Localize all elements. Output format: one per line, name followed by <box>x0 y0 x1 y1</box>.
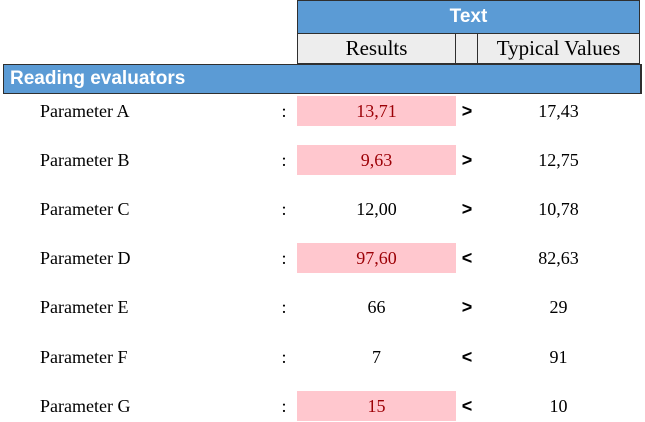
parameter-label: Parameter F <box>40 346 128 367</box>
result-cell[interactable]: 15 <box>297 391 456 421</box>
colon-separator: : <box>281 247 287 268</box>
result-cell[interactable]: 9,63 <box>297 145 456 175</box>
parameter-label: Parameter E <box>40 296 129 317</box>
typical-value-cell: 10,78 <box>538 198 579 219</box>
column-header-typical-values: Typical Values <box>477 33 640 64</box>
typical-value-cell: 29 <box>549 296 568 317</box>
parameter-label: Parameter G <box>40 395 131 416</box>
colon-separator: : <box>281 198 287 219</box>
colon-separator: : <box>281 296 287 317</box>
typical-value-cell: 17,43 <box>538 100 579 121</box>
colon-separator: : <box>281 149 287 170</box>
column-header-results: Results <box>297 33 456 64</box>
result-cell[interactable]: 66 <box>367 296 386 317</box>
parameter-label: Parameter B <box>40 149 130 170</box>
typical-value-cell: 91 <box>549 346 568 367</box>
comparison-operator: < <box>461 395 473 416</box>
result-cell[interactable]: 13,71 <box>297 96 456 126</box>
comparison-operator: < <box>461 346 473 367</box>
colon-separator: : <box>281 395 287 416</box>
section-title: Reading evaluators <box>3 64 642 94</box>
parameter-label: Parameter A <box>40 100 130 121</box>
comparison-operator: > <box>461 100 473 121</box>
column-header-spacer <box>455 33 478 64</box>
header-title: Text <box>297 0 640 34</box>
comparison-operator: > <box>461 198 473 219</box>
parameter-label: Parameter D <box>40 247 131 268</box>
typical-value-cell: 12,75 <box>538 149 579 170</box>
result-cell[interactable]: 12,00 <box>356 198 397 219</box>
comparison-operator: > <box>461 149 473 170</box>
colon-separator: : <box>281 346 287 367</box>
comparison-operator: > <box>461 296 473 317</box>
section-divider <box>640 64 642 94</box>
result-cell[interactable]: 97,60 <box>297 243 456 273</box>
colon-separator: : <box>281 100 287 121</box>
result-cell[interactable]: 7 <box>372 346 381 367</box>
parameter-label: Parameter C <box>40 198 130 219</box>
typical-value-cell: 10 <box>549 395 568 416</box>
typical-value-cell: 82,63 <box>538 247 579 268</box>
comparison-operator: < <box>461 247 473 268</box>
